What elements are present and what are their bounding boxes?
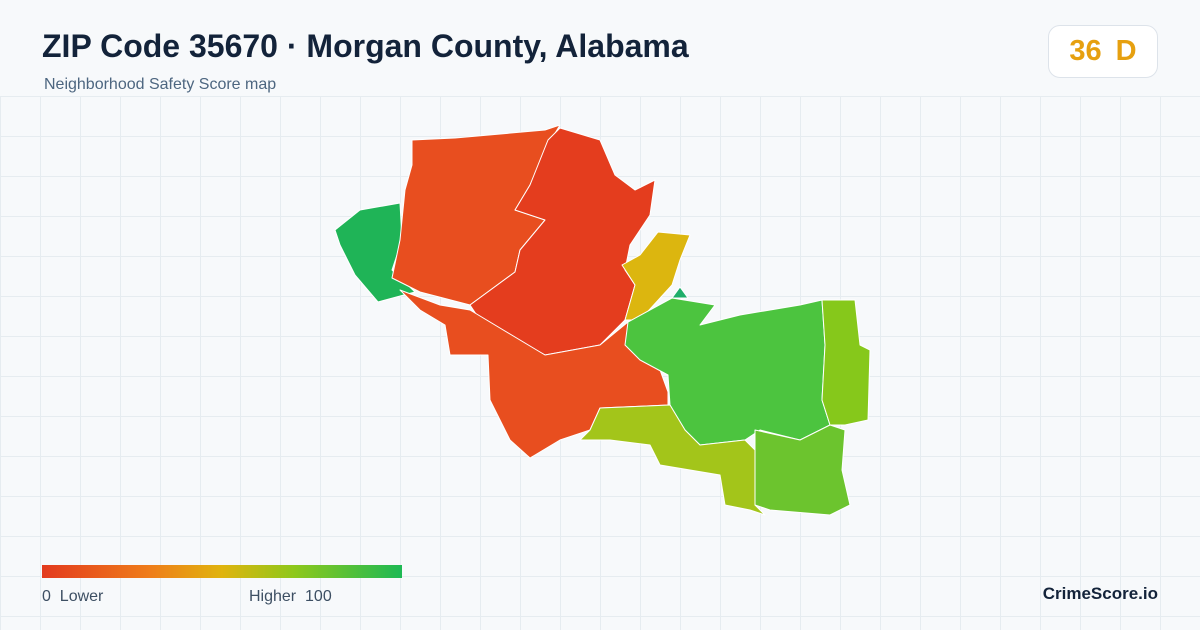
score-value: 36	[1069, 35, 1102, 67]
legend-min: 0 Lower	[42, 588, 103, 606]
region	[671, 286, 689, 299]
brand: CrimeScore.io	[1042, 584, 1158, 603]
score-badge: 36 D	[1048, 25, 1158, 78]
legend-min-label: Lower	[59, 588, 104, 605]
title: ZIP Code 35670 · Morgan County, Alabama	[42, 28, 689, 64]
region	[579, 404, 766, 516]
region	[821, 299, 871, 426]
legend-gradient	[42, 565, 402, 578]
legend-max: Higher 100	[249, 588, 332, 606]
region	[754, 424, 851, 516]
legend-min-value: 0	[42, 588, 51, 605]
legend-max-label: Higher	[249, 588, 297, 605]
subtitle: Neighborhood Safety Score map	[44, 76, 277, 93]
legend-max-value: 100	[305, 588, 332, 605]
score-grade: D	[1115, 35, 1137, 67]
